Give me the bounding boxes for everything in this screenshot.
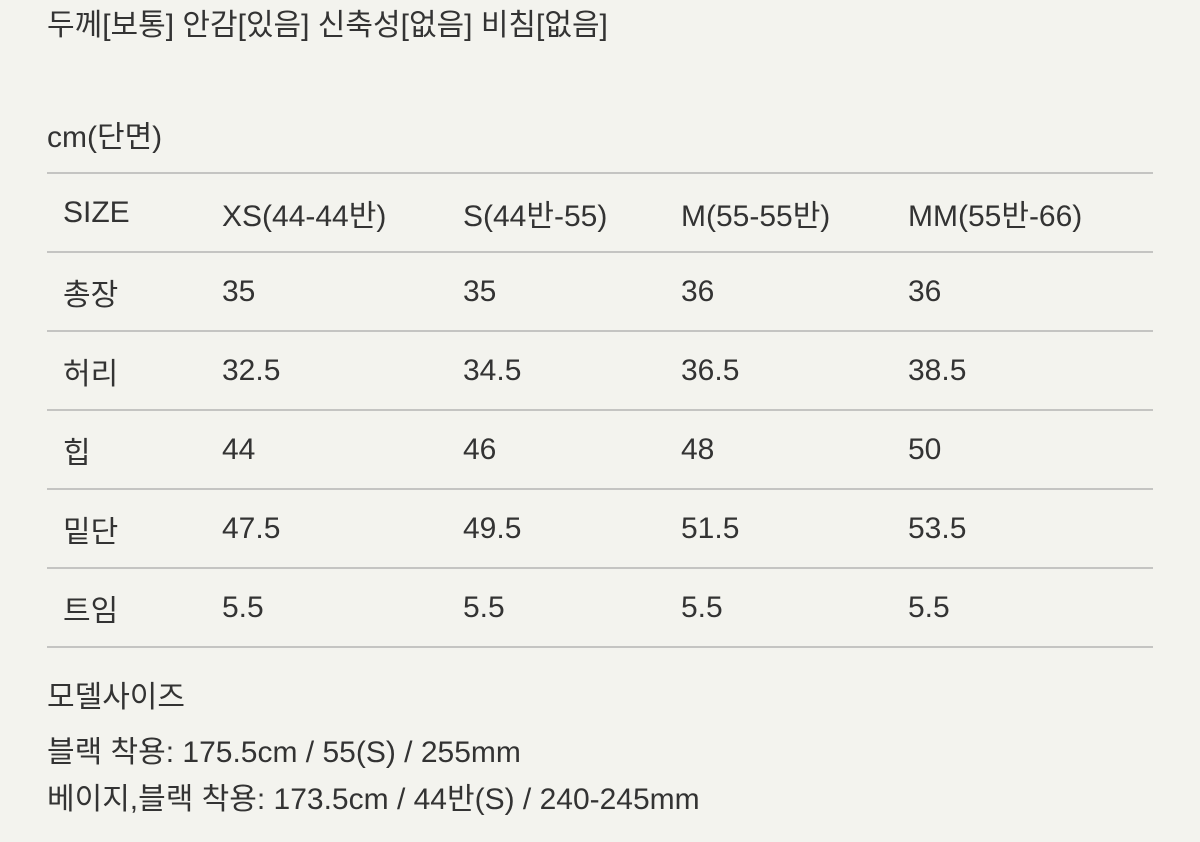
table-cell: 47.5 — [222, 488, 463, 569]
table-row: 밑단 47.5 49.5 51.5 53.5 — [47, 488, 1153, 569]
table-cell: 35 — [222, 251, 463, 332]
table-cell: 36.5 — [681, 330, 908, 411]
table-cell: 50 — [908, 409, 1153, 490]
table-cell: 35 — [463, 251, 681, 332]
row-label: 허리 — [47, 330, 222, 411]
header-cell: M(55-55반) — [681, 172, 908, 253]
model-size-title: 모델사이즈 — [47, 681, 185, 714]
table-row: 허리 32.5 34.5 36.5 38.5 — [47, 330, 1153, 411]
table-cell: 49.5 — [463, 488, 681, 569]
table-cell: 38.5 — [908, 330, 1153, 411]
table-cell: 46 — [463, 409, 681, 490]
table-cell: 53.5 — [908, 488, 1153, 569]
model-info-line: 베이지,블랙 착용: 173.5cm / 44반(S) / 240-245mm — [47, 783, 700, 816]
table-header-row: SIZE XS(44-44반) S(44반-55) M(55-55반) MM(55반-6… — [47, 172, 1153, 253]
header-cell: S(44반-55) — [463, 172, 681, 253]
header-cell: SIZE — [47, 172, 222, 253]
row-label: 힙 — [47, 409, 222, 490]
table-cell: 5.5 — [222, 567, 463, 648]
row-label: 트임 — [47, 567, 222, 648]
unit-label: cm(단면) — [47, 121, 163, 154]
table-row: 힙 44 46 48 50 — [47, 409, 1153, 490]
table-cell: 5.5 — [681, 567, 908, 648]
table-row: 총장 35 35 36 36 — [47, 251, 1153, 332]
row-label: 총장 — [47, 251, 222, 332]
row-label: 밑단 — [47, 488, 222, 569]
table-cell: 36 — [908, 251, 1153, 332]
header-cell: XS(44-44반) — [222, 172, 463, 253]
fabric-info: 두께[보통] 안감[있음] 신축성[없음] 비침[없음] — [47, 9, 608, 42]
table-cell: 5.5 — [908, 567, 1153, 648]
table-cell: 36 — [681, 251, 908, 332]
model-info-line: 블랙 착용: 175.5cm / 55(S) / 255mm — [47, 736, 521, 769]
table-row: 트임 5.5 5.5 5.5 5.5 — [47, 567, 1153, 648]
size-table: SIZE XS(44-44반) S(44반-55) M(55-55반) MM(55반-6… — [47, 172, 1153, 648]
table-cell: 32.5 — [222, 330, 463, 411]
table-cell: 44 — [222, 409, 463, 490]
table-cell: 5.5 — [463, 567, 681, 648]
table-cell: 48 — [681, 409, 908, 490]
header-cell: MM(55반-66) — [908, 172, 1153, 253]
table-cell: 34.5 — [463, 330, 681, 411]
table-cell: 51.5 — [681, 488, 908, 569]
